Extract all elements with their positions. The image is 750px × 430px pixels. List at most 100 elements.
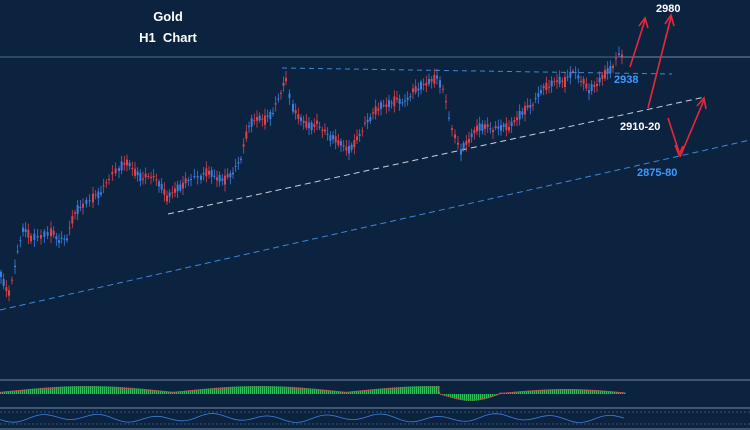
histogram-bar: [206, 388, 208, 394]
candle-body: [5, 287, 8, 292]
candle-body: [94, 194, 97, 196]
candle-body: [604, 70, 606, 79]
candle-body: [445, 100, 447, 103]
candle-body: [353, 140, 356, 148]
arrow-up-2: [647, 16, 672, 109]
histogram-bar: [450, 394, 452, 398]
price-candles: [0, 46, 623, 302]
candle-body: [606, 68, 609, 74]
histogram-bar: [294, 387, 296, 394]
candle-body: [396, 97, 398, 100]
histogram-bar: [14, 390, 16, 394]
histogram-bar: [488, 394, 490, 399]
histogram-bar: [32, 388, 34, 394]
histogram-bar: [268, 386, 270, 394]
candle-body: [310, 122, 313, 131]
histogram-bar: [606, 390, 608, 394]
candle-body: [524, 106, 526, 115]
candle-body: [288, 93, 291, 98]
histogram-bar: [516, 391, 518, 394]
histogram-bar: [490, 394, 492, 398]
histogram-bar: [64, 386, 66, 394]
candle-body: [74, 212, 76, 214]
histogram-bar: [18, 390, 20, 394]
histogram-bar: [126, 387, 128, 394]
histogram-bar: [98, 386, 100, 394]
histogram-bar: [304, 387, 306, 394]
histogram-bar: [284, 386, 286, 394]
candle-body: [55, 236, 58, 240]
candle-body: [102, 185, 105, 187]
histogram-bar: [114, 386, 116, 394]
candle-body: [529, 104, 532, 108]
candle-body: [484, 124, 486, 129]
candle-body: [601, 74, 604, 79]
candle-body: [79, 206, 82, 208]
candle-body: [366, 119, 369, 123]
candle-body: [160, 183, 163, 190]
histogram-bar: [142, 388, 144, 394]
arrow-up-3-head: [696, 96, 707, 110]
histogram-bar: [580, 389, 582, 394]
histogram-bar: [302, 387, 304, 394]
histogram-bar: [356, 390, 358, 394]
candle-body: [33, 233, 36, 240]
histogram-bar: [40, 388, 42, 394]
histogram-bar: [380, 388, 382, 394]
histogram-bar: [298, 387, 300, 394]
histogram-bar: [186, 390, 188, 394]
candle-body: [82, 203, 84, 208]
candle-body: [489, 128, 492, 130]
histogram-bar: [602, 390, 604, 394]
candle-body: [478, 123, 481, 131]
candle-body: [430, 79, 433, 82]
candle-body: [50, 228, 52, 237]
histogram-bar: [444, 394, 446, 396]
candle-body: [486, 124, 489, 128]
histogram-bar: [282, 386, 284, 394]
histogram-bar: [274, 386, 276, 394]
candle-body: [481, 124, 484, 131]
candle-body: [300, 117, 302, 121]
histogram-bar: [570, 389, 572, 394]
histogram-bar: [592, 389, 594, 394]
histogram-bar: [536, 390, 538, 394]
histogram-bar: [26, 389, 28, 394]
histogram-bar: [60, 386, 62, 394]
candle-body: [422, 83, 425, 86]
histogram-bar: [478, 394, 480, 401]
histogram-bar: [66, 386, 68, 394]
candle-body: [500, 125, 502, 131]
candle-body: [468, 138, 470, 143]
candle-body: [340, 141, 342, 146]
candle-body: [46, 232, 49, 236]
histogram-bar: [290, 386, 292, 394]
level-label-2875-80: 2875-80: [637, 167, 677, 179]
candle-body: [294, 110, 297, 114]
histogram-bar: [346, 391, 348, 394]
histogram-bar: [46, 387, 48, 394]
histogram-bar: [616, 391, 618, 394]
candle-body: [326, 133, 329, 135]
histogram-bar: [506, 392, 508, 394]
histogram-bar: [458, 394, 460, 400]
histogram-bar: [476, 394, 478, 401]
candle-body: [393, 96, 396, 107]
histogram-bar: [152, 389, 154, 394]
candle-body: [2, 279, 5, 286]
candle-body: [8, 290, 10, 296]
level-label-2980: 2980: [656, 3, 680, 15]
histogram-bar: [610, 391, 612, 394]
histogram-bar: [258, 386, 260, 394]
candle-body: [580, 80, 582, 82]
histogram-bar: [234, 386, 236, 394]
histogram-bar: [546, 389, 548, 394]
histogram-bar: [400, 386, 402, 394]
candle-body: [11, 279, 13, 281]
histogram-bar: [124, 387, 126, 394]
candle-body: [210, 170, 213, 177]
histogram-bar: [292, 387, 294, 394]
candle-body: [462, 143, 465, 150]
histogram-bar: [426, 386, 428, 394]
histogram-bar: [434, 386, 436, 394]
